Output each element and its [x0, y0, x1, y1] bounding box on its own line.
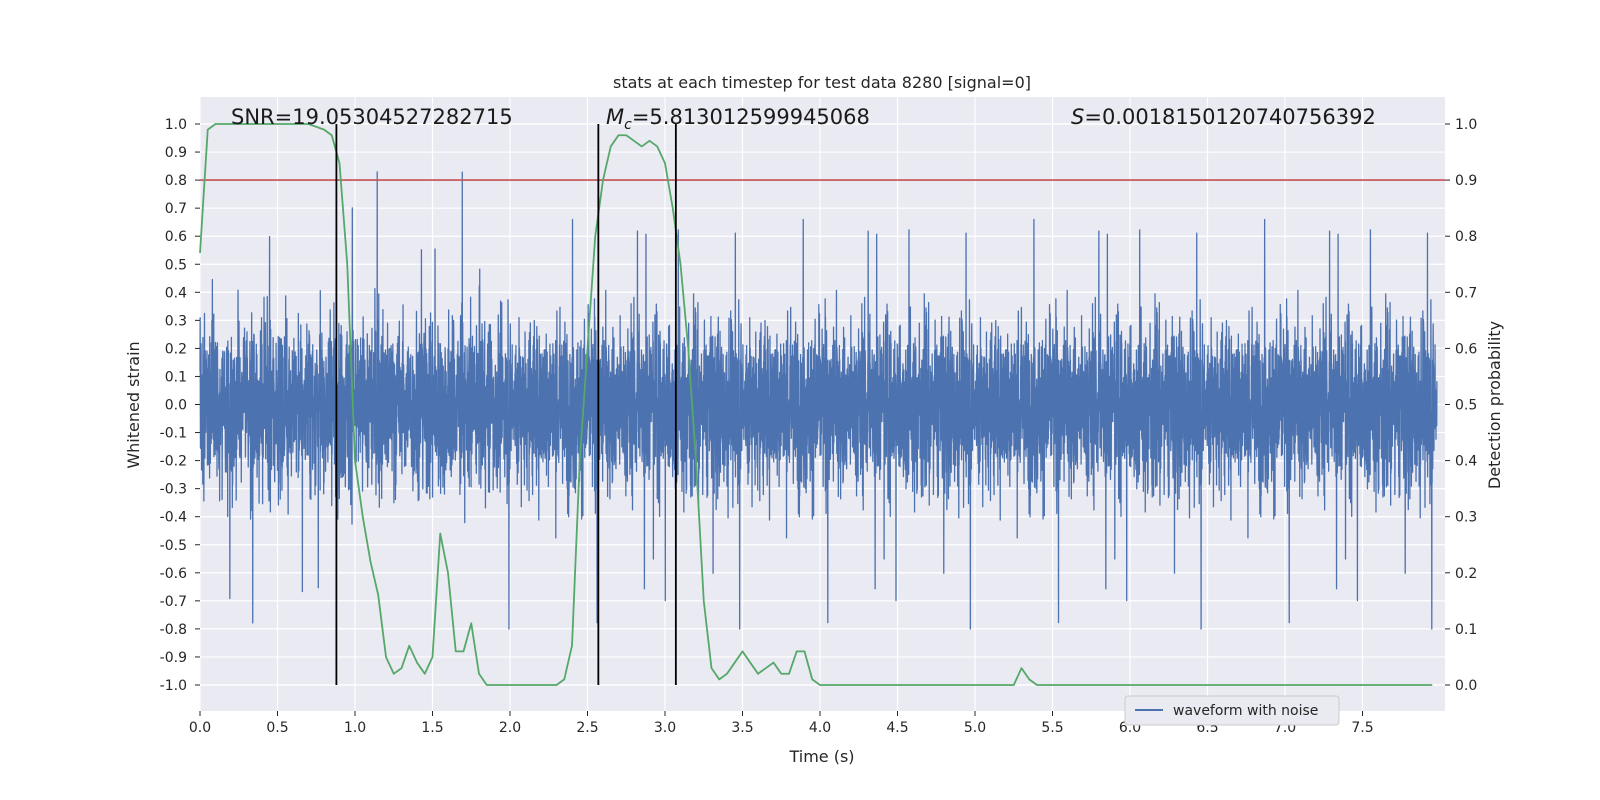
y2-tick-label: 0.3 — [1455, 510, 1477, 526]
y-tick-label: 0.9 — [165, 145, 187, 161]
y-tick-label: 0.0 — [165, 398, 187, 414]
y2-tick-label: 0.6 — [1455, 341, 1477, 357]
y-tick-label: 0.6 — [165, 229, 187, 245]
legend-box — [1124, 695, 1340, 726]
y-tick-label: -0.2 — [160, 454, 187, 470]
chirp-mass-annotation: Mc=5.813012599945068 — [606, 105, 870, 133]
x-tick-label: 7.5 — [1351, 720, 1373, 736]
y-tick-label: 0.2 — [165, 341, 187, 357]
y2-tick-label: 0.0 — [1455, 678, 1477, 694]
snr-statistic-annotation: S=0.0018150120740756392 — [1071, 105, 1376, 129]
y2-tick-label: 0.7 — [1455, 285, 1477, 301]
y-tick-label: -0.8 — [160, 622, 187, 638]
y-tick-label: 0.5 — [165, 257, 187, 273]
x-tick-label: 0.5 — [266, 720, 288, 736]
x-tick-label: 2.5 — [576, 720, 598, 736]
statistic-symbol: S — [1071, 105, 1084, 129]
chirp-mass-subscript: c — [624, 117, 632, 133]
y-axis-ticks: 1.0 0.9 0.8 0.7 0.6 0.5 0.4 0.3 0.2 0.1 0.0 -0.1 -0.… — [160, 117, 200, 694]
x-tick-label: 4.5 — [886, 720, 908, 736]
y-tick-label: 1.0 — [165, 117, 187, 133]
snr-annotation: SNR=19.05304527282715 — [231, 105, 513, 129]
y2-tick-label: 0.4 — [1455, 454, 1477, 470]
y-tick-label: 0.3 — [165, 313, 187, 329]
chirp-mass-value: =5.813012599945068 — [632, 105, 870, 129]
y2-tick-label: 0.9 — [1455, 173, 1477, 189]
waveform-series — [199, 171, 1438, 630]
y2-tick-label: 0.1 — [1455, 622, 1477, 638]
y-tick-label: -0.9 — [160, 650, 187, 666]
x-tick-label: 2.0 — [499, 720, 521, 736]
waveform-line — [199, 171, 1438, 630]
y2-tick-label: 0.8 — [1455, 229, 1477, 245]
y-tick-label: 0.4 — [165, 285, 187, 301]
probability-series — [199, 123, 1433, 686]
y2-axis-ticks: 1.0 0.9 0.8 0.7 0.6 0.5 0.4 0.3 0.2 0.1 0.0 — [1445, 117, 1477, 694]
x-tick-label: 4.0 — [809, 720, 831, 736]
y-tick-label: -0.3 — [160, 482, 187, 498]
y-tick-label: 0.7 — [165, 201, 187, 217]
y2-axis-label: Detection probability — [1485, 321, 1504, 489]
x-tick-label: 5.5 — [1041, 720, 1063, 736]
x-tick-label: 3.0 — [654, 720, 676, 736]
legend-waveform-label: waveform with noise — [1173, 703, 1318, 719]
x-tick-label: 3.5 — [731, 720, 753, 736]
y-tick-label: -0.4 — [160, 510, 187, 526]
chirp-mass-symbol: M — [606, 105, 624, 129]
x-tick-label: 0.0 — [189, 720, 211, 736]
y-axis-label: Whitened strain — [124, 341, 143, 468]
chart-title: stats at each timestep for test data 828… — [613, 73, 1031, 92]
probability-line — [199, 123, 1433, 686]
statistic-value: =0.0018150120740756392 — [1084, 105, 1376, 129]
y-tick-label: -1.0 — [160, 678, 187, 694]
y2-tick-label: 0.5 — [1455, 398, 1477, 414]
x-tick-label: 5.0 — [964, 720, 986, 736]
y-tick-label: 0.1 — [165, 369, 187, 385]
y2-tick-label: 1.0 — [1455, 117, 1477, 133]
y-tick-label: 0.8 — [165, 173, 187, 189]
legend: waveform with noise — [1124, 695, 1340, 726]
y-tick-label: -0.1 — [160, 426, 187, 442]
y-tick-label: -0.7 — [160, 594, 187, 610]
x-axis-label: Time (s) — [788, 747, 854, 766]
x-tick-label: 1.5 — [421, 720, 443, 736]
y-tick-label: -0.5 — [160, 538, 187, 554]
y2-tick-label: 0.2 — [1455, 566, 1477, 582]
vertical-markers — [335, 124, 677, 685]
x-tick-label: 1.0 — [344, 720, 366, 736]
y-tick-label: -0.6 — [160, 566, 187, 582]
